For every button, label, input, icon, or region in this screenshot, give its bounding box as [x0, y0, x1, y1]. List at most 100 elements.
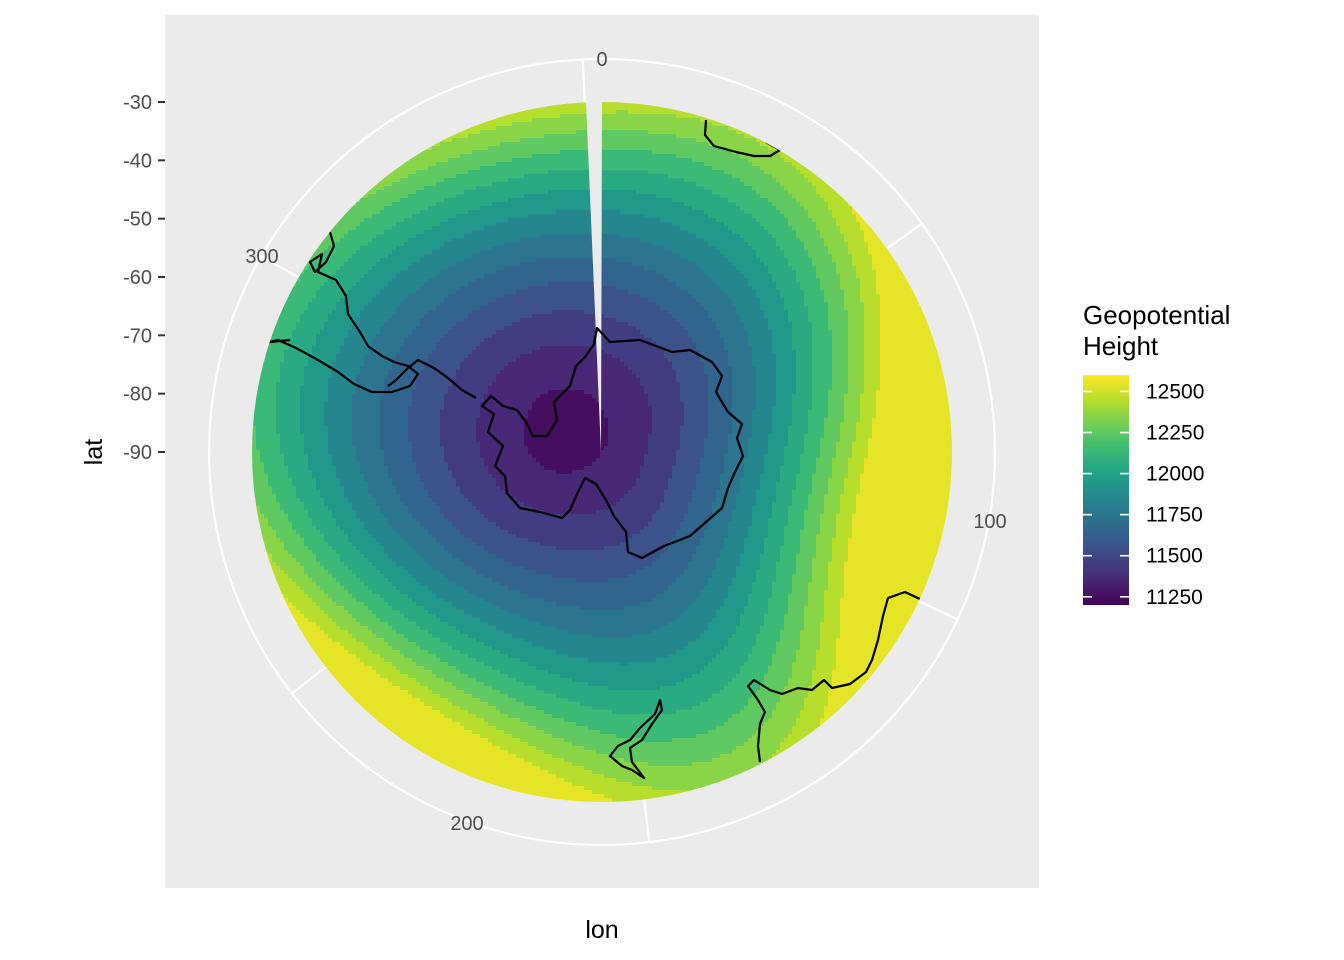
contour-cell [812, 326, 829, 331]
contour-cell [796, 486, 813, 491]
contour-cell [520, 238, 641, 243]
contour-cell [832, 254, 853, 259]
contour-cell [728, 590, 753, 595]
contour-cell [420, 150, 473, 155]
contour-cell [352, 410, 381, 415]
contour-cell [380, 258, 421, 263]
contour-cell [388, 678, 417, 683]
contour-cell [428, 586, 465, 591]
contour-cell [324, 414, 353, 419]
contour-cell [748, 442, 769, 447]
contour-cell [736, 310, 765, 315]
contour-cell [564, 758, 625, 763]
contour-cell [816, 658, 837, 663]
contour-cell [404, 218, 449, 223]
contour-cell [744, 470, 765, 475]
contour-cell [828, 582, 845, 587]
contour-cell [772, 430, 789, 435]
contour-cell [484, 462, 541, 467]
contour-cell [812, 374, 833, 379]
contour-cell [464, 726, 497, 731]
contour-cell [572, 782, 633, 787]
contour-cell [696, 298, 733, 303]
contour-cell [376, 502, 405, 507]
contour-cell [820, 278, 841, 283]
contour-cell [856, 214, 865, 219]
contour-cell [800, 646, 821, 651]
contour-cell [736, 494, 757, 499]
contour-cell [452, 470, 489, 475]
contour-cell [592, 394, 649, 399]
contour-cell [432, 534, 465, 539]
contour-cell [524, 442, 609, 447]
contour-cell [768, 270, 797, 275]
contour-cell [812, 378, 833, 383]
contour-cell [792, 418, 809, 423]
contour-cell [384, 638, 409, 643]
contour-cell [260, 358, 285, 363]
contour-cell [844, 402, 861, 407]
contour-cell [592, 770, 753, 775]
contour-cell [628, 490, 665, 495]
contour-cell [524, 422, 609, 427]
x-axis-title: lon [585, 916, 618, 944]
contour-cell [696, 234, 741, 239]
contour-cell [492, 742, 529, 747]
contour-cell [332, 638, 357, 643]
contour-cell [448, 158, 513, 163]
contour-cell [812, 258, 833, 263]
contour-cell [840, 274, 857, 279]
contour-cell [828, 394, 845, 399]
contour-cell [456, 194, 525, 199]
contour-cell [408, 238, 453, 243]
contour-cell [736, 630, 761, 635]
contour-cell [468, 654, 509, 659]
contour-cell [308, 250, 325, 255]
contour-cell [632, 486, 669, 491]
contour-cell [292, 578, 313, 583]
contour-cell [732, 518, 753, 523]
contour-cell [256, 442, 281, 447]
contour-cell [768, 534, 785, 539]
contour-cell [736, 502, 757, 507]
contour-cell [808, 430, 825, 435]
contour-cell [704, 238, 745, 243]
contour-cell [328, 226, 357, 231]
contour-cell [416, 678, 445, 683]
contour-cell [400, 198, 445, 203]
contour-cell [604, 414, 653, 419]
contour-cell [728, 446, 749, 451]
contour-cell [492, 246, 665, 251]
contour-cell [772, 342, 793, 347]
contour-cell [464, 258, 537, 263]
contour-cell [708, 430, 733, 435]
contour-cell [712, 574, 737, 579]
contour-cell [648, 522, 681, 527]
contour-cell [860, 402, 877, 407]
contour-cell [352, 542, 381, 547]
contour-cell [828, 306, 845, 311]
contour-cell [444, 402, 481, 407]
contour-cell [748, 698, 781, 703]
contour-cell [796, 650, 817, 655]
contour-cell [816, 550, 833, 555]
contour-cell [836, 266, 857, 271]
contour-cell [408, 594, 437, 599]
contour-cell [644, 266, 701, 271]
contour-cell [880, 342, 941, 347]
geopotential-field [252, 102, 952, 802]
contour-cell [272, 318, 301, 323]
contour-cell [260, 366, 281, 371]
contour-cell [760, 302, 785, 307]
contour-cell [760, 306, 785, 311]
contour-cell [652, 598, 697, 603]
contour-cell [832, 382, 849, 387]
contour-cell [644, 458, 677, 463]
contour-cell [832, 334, 849, 339]
contour-cell [796, 554, 817, 559]
contour-cell [280, 590, 305, 595]
contour-cell [632, 370, 677, 375]
contour-cell [368, 186, 385, 191]
contour-cell [444, 714, 477, 719]
contour-cell [832, 470, 849, 475]
